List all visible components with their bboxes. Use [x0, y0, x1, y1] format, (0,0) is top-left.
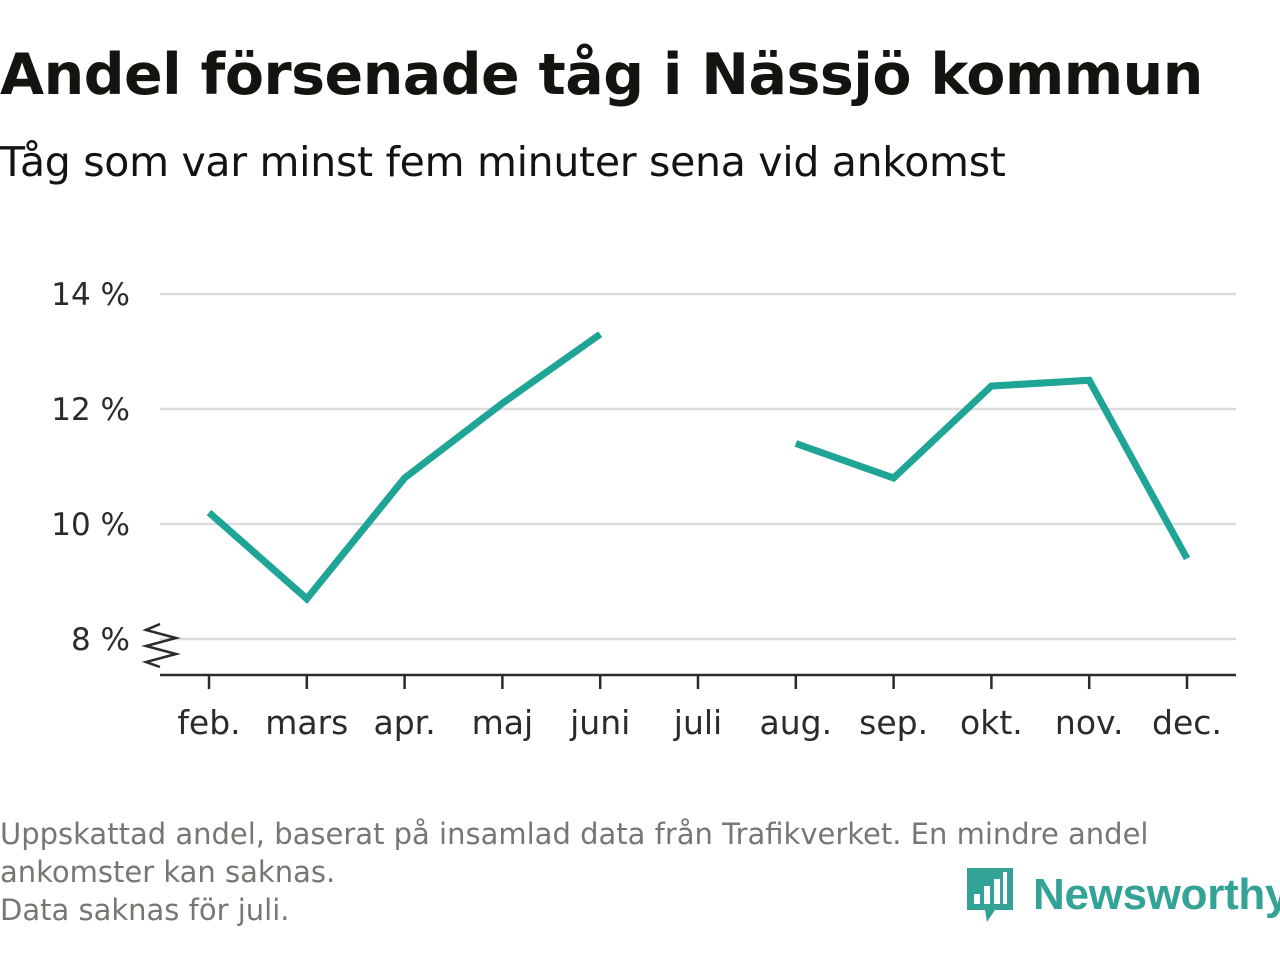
newsworthy-logo[interactable]: Newsworthy	[965, 866, 1280, 924]
x-tick-label: juli	[673, 703, 722, 742]
x-tick-label: mars	[265, 703, 348, 742]
y-tick-label: 14 %	[51, 277, 130, 313]
chart-subtitle: Tåg som var minst fem minuter sena vid a…	[0, 138, 1006, 186]
x-tick-label: okt.	[960, 703, 1023, 742]
series-line	[206, 331, 603, 604]
y-tick-label: 8 %	[71, 622, 130, 658]
x-tick-label: nov.	[1055, 703, 1124, 742]
x-tick-label: feb.	[177, 703, 240, 742]
x-tick-label: aug.	[760, 703, 833, 742]
x-tick-labels: feb. mars apr. maj juni juli aug. sep. okt. nov. d…	[177, 703, 1222, 742]
newsworthy-logo-text: Newsworthy	[1033, 870, 1280, 919]
y-tick-label: 12 %	[51, 392, 130, 428]
footnote-line-1: Uppskattad andel, baserat på insamlad da…	[0, 817, 1149, 851]
newsworthy-logo-icon	[967, 868, 1013, 922]
series-line	[794, 376, 1191, 561]
footnote-line-2: ankomster kan saknas.	[0, 855, 336, 889]
x-axis	[160, 673, 1236, 689]
line-chart: 8 % 10 % 12 % 14 % feb. mars apr. maj juni juli a…	[51, 277, 1236, 742]
gridlines	[160, 292, 1236, 641]
x-tick-label: apr.	[373, 703, 435, 742]
chart-title: Andel försenade tåg i Nässjö kommun	[0, 42, 1203, 108]
footnote-line-3: Data saknas för juli.	[0, 893, 290, 927]
x-tick-label: maj	[472, 703, 534, 742]
axis-break-icon	[141, 622, 181, 669]
y-axis: 8 % 10 % 12 % 14 %	[51, 277, 181, 669]
y-tick-label: 10 %	[51, 507, 130, 543]
x-tick-label: sep.	[859, 703, 928, 742]
footnote: Uppskattad andel, baserat på insamlad da…	[0, 815, 1270, 929]
x-tick-label: dec.	[1152, 703, 1222, 742]
x-tick-label: juni	[569, 703, 630, 742]
series-lines	[206, 331, 1191, 604]
